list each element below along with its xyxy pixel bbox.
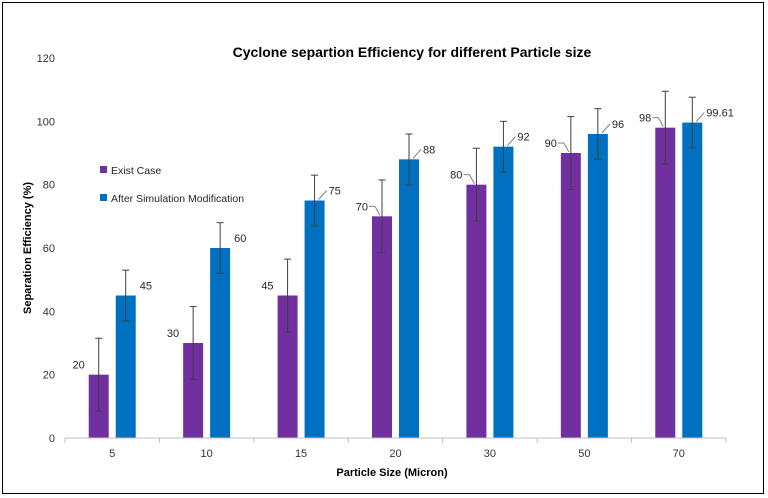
x-tick-label: 70 xyxy=(673,448,685,460)
data-label: 30 xyxy=(167,328,179,340)
legend-swatch-after xyxy=(100,194,107,201)
y-axis-label: Separation Efficiency (%) xyxy=(22,182,34,314)
error-bars xyxy=(95,90,696,412)
data-label: 60 xyxy=(234,233,246,245)
y-tick-label: 40 xyxy=(43,306,55,318)
data-label: 80 xyxy=(450,170,462,182)
y-tick-label: 80 xyxy=(43,180,55,192)
data-labels: 20 45 30 60 45 75 70 88 80 92 90 96 98 99.61 xyxy=(72,108,733,372)
y-tick-label: 20 xyxy=(43,370,55,382)
legend-swatch-exist xyxy=(100,166,107,173)
bar-after-modification xyxy=(682,122,703,439)
bar-exist-case xyxy=(277,295,298,438)
bar-exist-case xyxy=(560,153,581,438)
data-label: 96 xyxy=(612,119,624,131)
bar-exist-case xyxy=(183,343,204,438)
bar-after-modification xyxy=(115,295,136,438)
bar-after-modification xyxy=(587,134,608,438)
data-label-leader xyxy=(601,123,611,134)
x-tick-label: 10 xyxy=(201,448,213,460)
y-tick-label: 0 xyxy=(49,433,55,445)
data-label: 92 xyxy=(517,132,529,144)
x-axis-ticks: 5 10 15 20 30 50 70 xyxy=(64,438,727,460)
data-label: 88 xyxy=(423,144,435,156)
bar-after-modification xyxy=(304,200,325,438)
x-axis-label: Particle Size (Micron) xyxy=(336,467,448,479)
data-label-leader xyxy=(695,112,705,122)
y-tick-label: 60 xyxy=(43,243,55,255)
data-label: 45 xyxy=(261,281,273,293)
bar-after-modification xyxy=(399,159,419,439)
bar-exist-case xyxy=(372,216,392,438)
data-label-leader xyxy=(507,136,516,146)
x-tick-label: 30 xyxy=(484,448,496,460)
y-tick-label: 100 xyxy=(37,116,55,128)
data-label-leader xyxy=(468,174,475,184)
bar-after-modification xyxy=(210,248,231,438)
y-axis-ticks: 0 20 40 60 80 100 120 xyxy=(37,53,55,445)
data-label: 90 xyxy=(545,138,557,150)
data-label-leader xyxy=(657,117,664,127)
data-label-leader xyxy=(374,206,381,216)
data-label: 45 xyxy=(140,281,152,293)
data-label-leader xyxy=(412,149,422,159)
bar-after-modification xyxy=(493,146,514,438)
x-tick-label: 20 xyxy=(389,448,401,460)
bar-series xyxy=(88,122,703,439)
data-label: 99.61 xyxy=(706,108,734,120)
data-label: 70 xyxy=(356,201,368,213)
data-label-leader xyxy=(318,190,327,200)
data-label: 75 xyxy=(329,186,341,198)
data-label: 98 xyxy=(639,113,651,125)
legend: Exist Case After Simulation Modification xyxy=(100,165,244,205)
x-tick-label: 15 xyxy=(295,448,307,460)
chart-title: Cyclone separtion Efficiency for differe… xyxy=(233,44,592,60)
legend-label-after: After Simulation Modification xyxy=(111,193,244,205)
legend-label-exist: Exist Case xyxy=(111,165,161,177)
data-label-leader xyxy=(563,142,570,153)
x-tick-label: 50 xyxy=(578,448,590,460)
x-tick-label: 5 xyxy=(109,448,115,460)
y-tick-label: 120 xyxy=(37,53,55,65)
data-label: 20 xyxy=(72,360,84,372)
bar-exist-case xyxy=(655,127,676,439)
bar-exist-case xyxy=(466,184,487,438)
